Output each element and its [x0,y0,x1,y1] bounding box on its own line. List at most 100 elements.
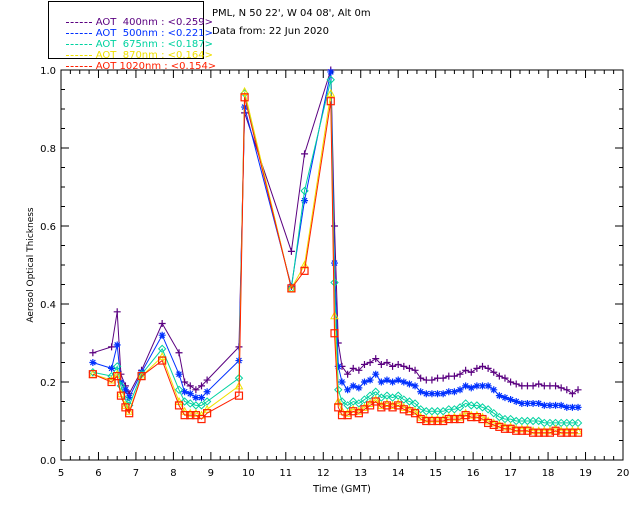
data-point-s0 [535,380,543,388]
data-point-s1 [462,382,470,390]
legend-entry-1020: AOT 1020nm : <0.154> [53,47,216,72]
data-point-s4 [203,409,212,418]
data-point-s1 [563,403,571,411]
data-point-s4 [528,428,538,437]
data-point-s1 [400,378,408,386]
data-point-s0 [175,349,183,357]
data-point-s4 [484,418,493,428]
data-point-s4 [416,414,425,424]
data-point-s0 [405,364,413,372]
data-point-s0 [372,355,380,363]
data-point-s3 [371,394,381,404]
data-point-s0 [490,368,498,376]
data-point-s0 [563,386,571,394]
data-point-s1 [535,399,543,407]
data-point-s1 [546,401,554,409]
data-point-s1 [540,401,548,409]
data-point-s2 [467,401,476,410]
data-point-s2 [326,75,335,84]
legend-label-400: AOT 400nm : <0.259> [95,17,213,28]
data-point-s4 [334,403,343,412]
data-point-s1 [501,394,509,402]
data-point-s0 [484,364,492,372]
data-point-s1 [568,403,576,411]
data-point-s0 [417,374,425,382]
data-point-s0 [186,382,194,390]
data-point-s2 [197,401,206,410]
data-point-s4 [439,416,448,426]
data-point-s4 [197,414,206,424]
data-point-s3 [348,404,358,413]
data-point-s1 [108,364,116,372]
data-point-s4 [562,428,571,437]
data-point-s4 [444,414,453,424]
legend-entry-870: AOT 870nm : <0.164> [53,36,213,61]
data-point-s0 [394,360,402,368]
data-point-s1 [484,382,492,390]
data-point-s4 [371,397,380,406]
data-point-s4 [234,391,244,400]
data-point-s0 [301,150,309,158]
data-point-s1 [198,394,205,402]
data-point-s4 [495,422,504,431]
data-point-s1 [557,401,565,409]
data-point-s3 [382,398,392,407]
data-point-s2 [174,385,184,395]
x-tick-label: 10 [242,468,255,479]
data-point-s3 [157,352,167,361]
data-point-s1 [394,376,402,384]
x-tick-label: 6 [95,468,101,479]
legend-swatch-400 [65,21,92,23]
data-point-s1 [113,341,121,349]
data-point-s0 [450,372,458,380]
data-point-s4 [450,414,459,424]
data-point-s4 [410,409,420,418]
data-point-s1 [411,382,419,390]
data-point-s4 [433,416,442,426]
data-point-s2 [180,397,189,406]
data-point-s0 [428,376,436,384]
data-point-s1 [405,380,413,388]
data-point-s0 [501,374,509,382]
data-point-s1 [186,390,194,398]
legend-swatch-1020 [65,65,92,67]
data-point-s4 [113,372,122,381]
data-point-s4 [517,426,526,435]
legend-label-500: AOT 500nm : <0.221> [95,28,213,39]
data-point-s4 [388,403,397,412]
data-point-s3 [202,404,212,413]
legend-label-1020: AOT 1020nm : <0.154> [95,61,217,72]
data-point-s4 [330,329,339,338]
legend-swatch-870 [65,54,92,56]
data-point-s1 [192,394,200,402]
data-point-s4 [186,411,195,420]
data-point-s1 [383,376,391,384]
data-point-s1 [338,378,346,386]
data-point-s2 [551,418,560,428]
data-point-s4 [568,428,577,437]
data-point-s4 [377,403,386,412]
data-point-s4 [137,372,146,381]
data-point-s2 [461,399,470,408]
x-tick-label: 14 [392,468,405,479]
data-point-s4 [489,420,498,429]
y-tick-label: 0.4 [40,300,56,311]
data-point-s0 [198,382,205,390]
data-point-s3 [121,400,130,409]
data-point-s0 [331,222,339,230]
data-point-s1 [422,390,430,398]
data-point-s0 [377,360,385,368]
legend-label-870: AOT 870nm : <0.164> [95,50,213,61]
data-point-s3 [240,86,249,95]
y-tick-label: 0.0 [40,456,56,467]
data-point-s0 [203,376,211,384]
legend: AOT 400nm : <0.259> AOT 500nm : <0.221> … [48,1,216,72]
data-point-s1 [158,331,166,339]
data-point-s1 [479,382,486,390]
data-point-s0 [557,384,565,392]
data-point-s1 [125,394,133,402]
data-point-s4 [326,97,335,106]
data-point-s4 [240,93,249,102]
data-point-s1 [507,396,515,404]
data-point-s1 [389,378,397,386]
